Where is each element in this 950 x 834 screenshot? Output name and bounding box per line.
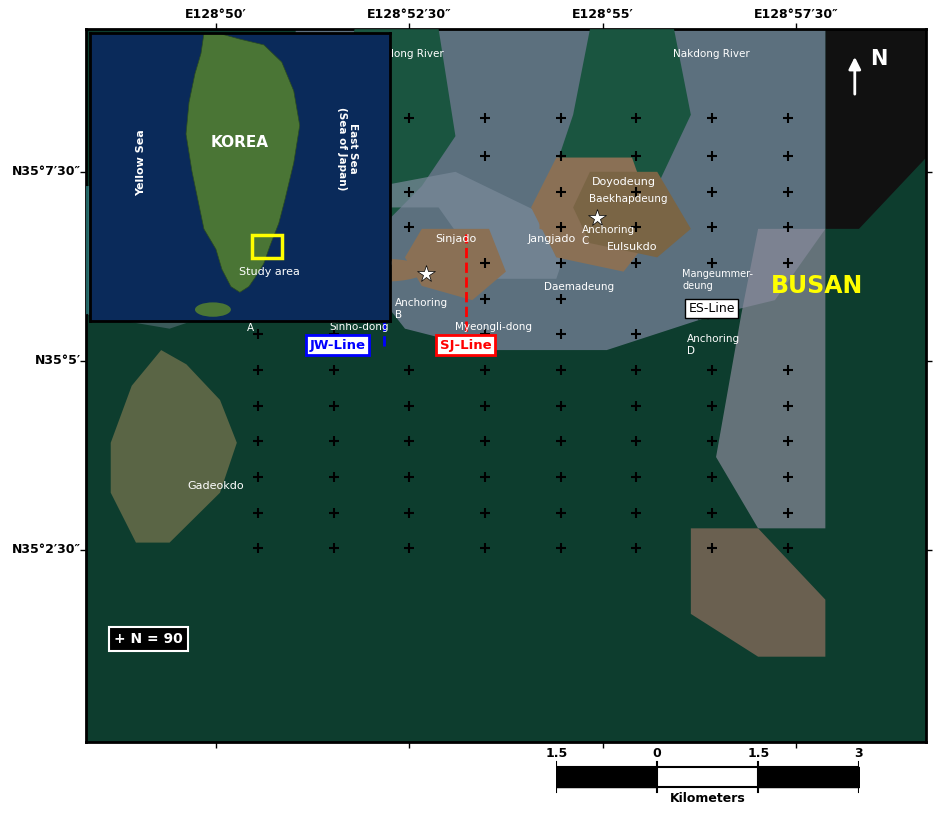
Text: N35°2′30″: N35°2′30″ [12, 543, 82, 556]
Text: Kilometers: Kilometers [670, 791, 746, 805]
Ellipse shape [195, 303, 231, 317]
Bar [252, 235, 282, 258]
Text: 3: 3 [855, 746, 864, 760]
Text: E128°50′: E128°50′ [185, 8, 247, 21]
Text: KOREA: KOREA [211, 135, 269, 150]
Text: Doyodeung: Doyodeung [592, 177, 656, 187]
Polygon shape [86, 186, 254, 329]
Polygon shape [111, 350, 237, 543]
Text: Study area: Study area [239, 267, 300, 277]
Text: E128°52′30″: E128°52′30″ [367, 8, 451, 21]
Polygon shape [186, 33, 300, 293]
Polygon shape [826, 29, 926, 229]
Text: Eulsukdo: Eulsukdo [607, 242, 657, 252]
Text: Nulchado: Nulchado [223, 270, 276, 280]
Text: N35°7′30″: N35°7′30″ [12, 165, 82, 178]
Polygon shape [716, 229, 826, 529]
Text: Jangjado: Jangjado [528, 234, 577, 244]
Text: Anchoring
B: Anchoring B [395, 298, 448, 319]
Text: Anchoring
D: Anchoring D [687, 334, 740, 356]
Text: East Sea
(Sea of Japan): East Sea (Sea of Japan) [337, 107, 358, 190]
Polygon shape [330, 172, 573, 279]
Text: Jinudo: Jinudo [358, 258, 392, 268]
Text: JW-Line: JW-Line [310, 339, 366, 352]
Polygon shape [531, 158, 657, 272]
Text: Sinjado: Sinjado [435, 234, 476, 244]
Text: N: N [870, 49, 887, 69]
Text: 1.5: 1.5 [747, 746, 770, 760]
Text: Mangeummer-
deung: Mangeummer- deung [682, 269, 753, 291]
Text: Yellow Sea: Yellow Sea [136, 129, 146, 196]
Ellipse shape [212, 267, 295, 294]
Text: Myeongli-dong: Myeongli-dong [455, 322, 532, 332]
Text: ES-Line: ES-Line [689, 302, 735, 315]
Text: N35°5′: N35°5′ [35, 354, 82, 367]
Text: Nakdong River: Nakdong River [367, 49, 444, 59]
Text: Anchoring
A: Anchoring A [200, 312, 254, 333]
Text: Sinho-dong: Sinho-dong [329, 322, 389, 332]
Text: E128°57′30″: E128°57′30″ [753, 8, 838, 21]
Text: Baekhapdeung: Baekhapdeung [589, 193, 667, 203]
Polygon shape [691, 529, 826, 656]
Text: Gadeokdo: Gadeokdo [187, 480, 244, 490]
Polygon shape [540, 29, 691, 258]
Text: E128°55′: E128°55′ [572, 8, 634, 21]
Polygon shape [540, 203, 623, 244]
Text: BUSAN: BUSAN [770, 274, 864, 298]
Polygon shape [86, 186, 153, 314]
Polygon shape [573, 172, 691, 258]
Text: SJ-Line: SJ-Line [440, 339, 491, 352]
Text: Nakdong River: Nakdong River [674, 49, 750, 59]
Polygon shape [295, 29, 826, 350]
Polygon shape [405, 229, 505, 300]
Text: 1.5: 1.5 [545, 746, 567, 760]
Polygon shape [321, 29, 455, 244]
Text: Daemadeung: Daemadeung [543, 283, 614, 293]
Ellipse shape [342, 259, 426, 282]
Text: + N = 90: + N = 90 [114, 632, 183, 646]
Text: 0: 0 [653, 746, 661, 760]
Text: Anchoring
C: Anchoring C [581, 224, 635, 246]
